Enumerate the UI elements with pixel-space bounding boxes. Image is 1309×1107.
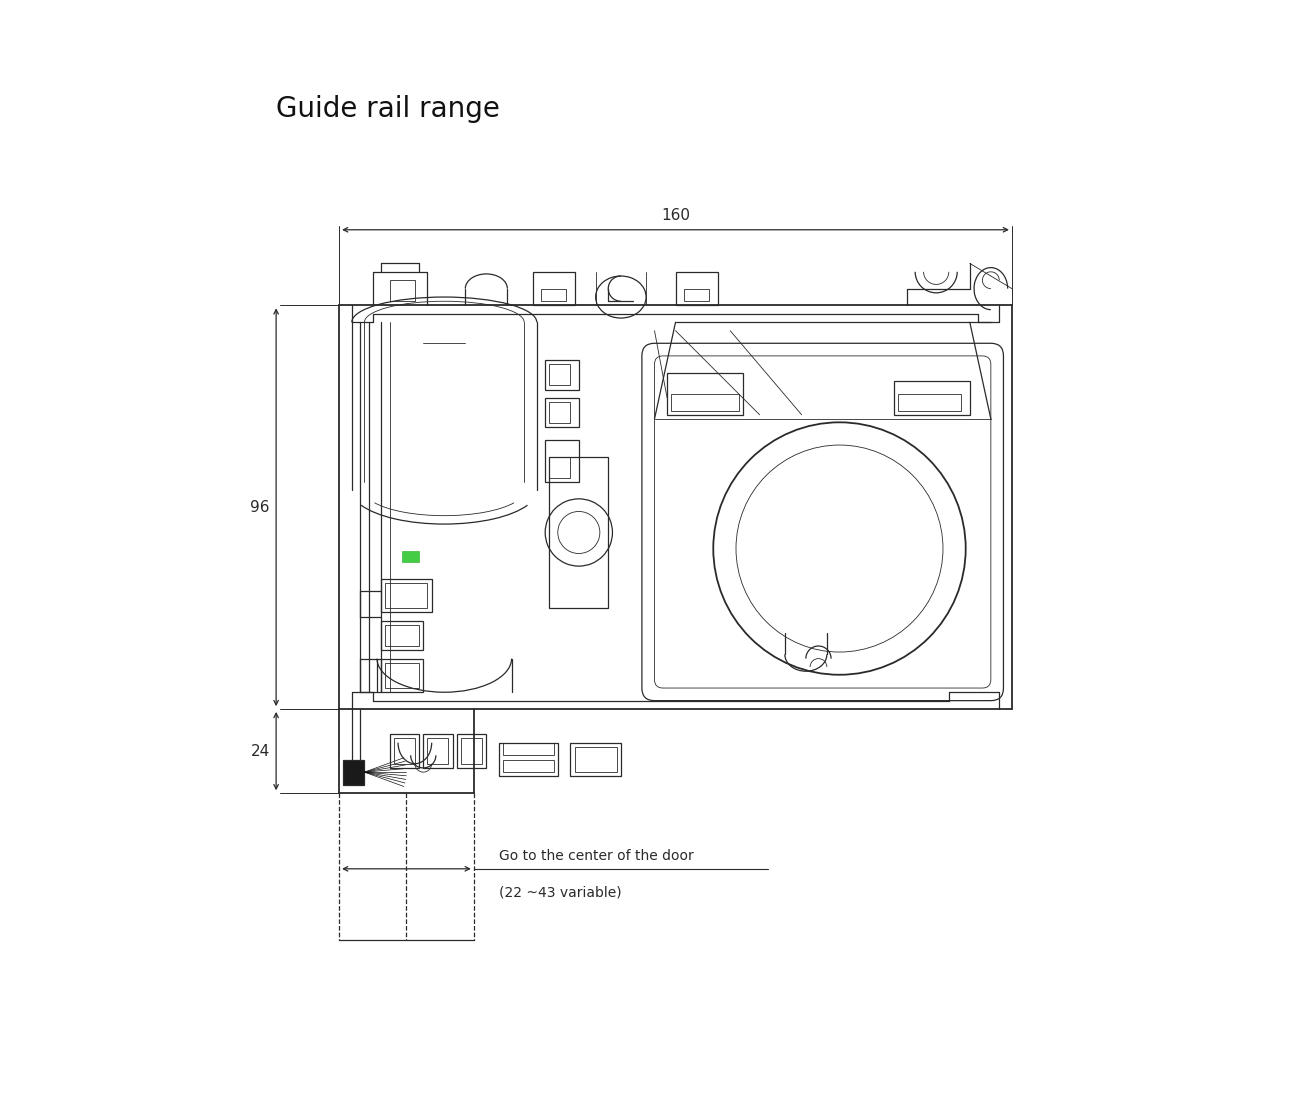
- Bar: [457, 734, 487, 768]
- Bar: [550, 457, 571, 478]
- Bar: [385, 625, 419, 646]
- Bar: [343, 759, 364, 785]
- Text: (22 ~43 variable): (22 ~43 variable): [499, 886, 622, 900]
- Bar: [898, 394, 961, 411]
- Bar: [385, 663, 419, 689]
- Text: Guide rail range: Guide rail range: [276, 95, 500, 123]
- Bar: [503, 743, 554, 755]
- Bar: [550, 364, 571, 385]
- Bar: [545, 439, 579, 482]
- Bar: [894, 381, 970, 415]
- Bar: [545, 360, 579, 390]
- Bar: [402, 551, 419, 562]
- Bar: [545, 397, 579, 427]
- Text: 160: 160: [661, 208, 690, 224]
- Bar: [390, 280, 415, 301]
- Bar: [381, 659, 423, 692]
- Bar: [575, 747, 617, 772]
- Bar: [550, 457, 609, 608]
- Bar: [550, 402, 571, 423]
- Text: Go to the center of the door: Go to the center of the door: [499, 848, 694, 862]
- Bar: [385, 583, 428, 608]
- Bar: [428, 738, 449, 764]
- Bar: [390, 734, 419, 768]
- Bar: [381, 621, 423, 650]
- Bar: [381, 579, 432, 612]
- Bar: [668, 373, 742, 415]
- Bar: [423, 734, 453, 768]
- Bar: [683, 289, 709, 301]
- Bar: [672, 394, 738, 411]
- Bar: [461, 738, 482, 764]
- Bar: [533, 272, 575, 306]
- Text: 96: 96: [250, 499, 270, 515]
- Bar: [675, 272, 717, 306]
- Text: 24: 24: [250, 744, 270, 758]
- Bar: [499, 743, 558, 776]
- Bar: [541, 289, 567, 301]
- Bar: [503, 759, 554, 772]
- Bar: [394, 738, 415, 764]
- Bar: [571, 743, 620, 776]
